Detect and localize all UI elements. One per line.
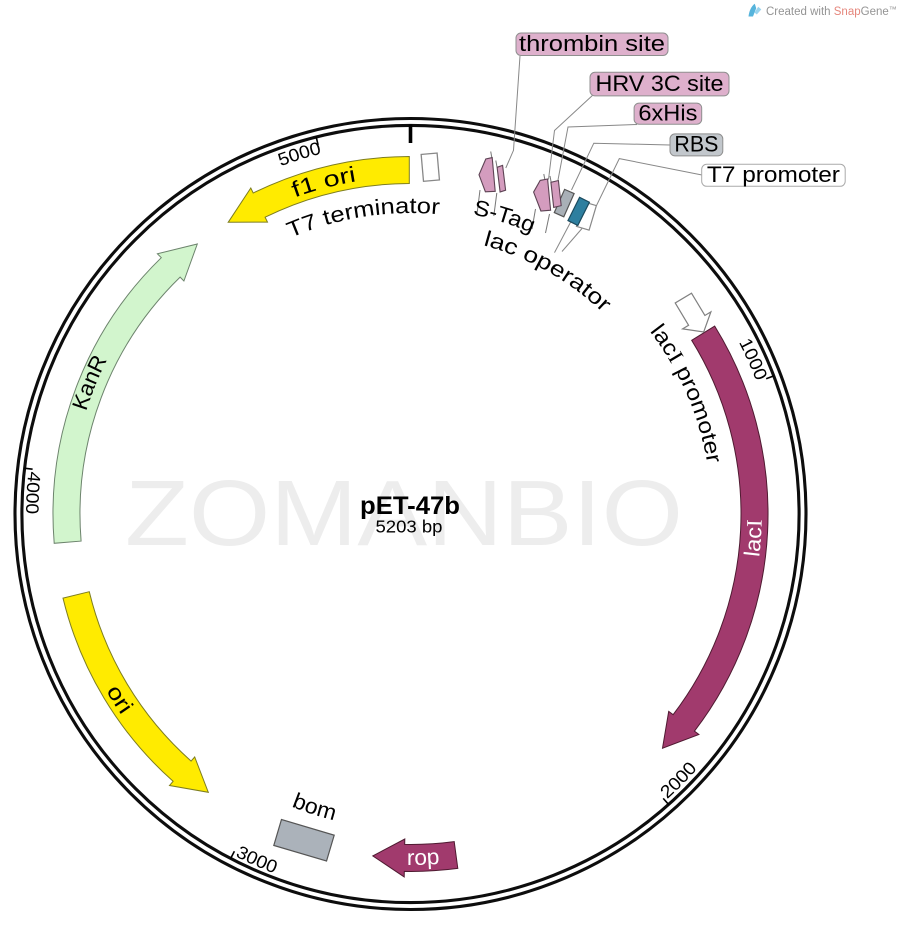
svg-text:RBS: RBS [674, 132, 718, 157]
svg-text:ZOMANBIO: ZOMANBIO [125, 461, 683, 565]
svg-text:thrombin site: thrombin site [519, 31, 665, 56]
svg-text:HRV 3C site: HRV 3C site [596, 71, 724, 96]
svg-text:4000: 4000 [22, 471, 44, 515]
svg-text:5203 bp: 5203 bp [376, 517, 443, 537]
svg-text:rop: rop [407, 844, 440, 870]
svg-text:pET-47b: pET-47b [360, 492, 460, 520]
svg-text:T7 promoter: T7 promoter [707, 162, 840, 187]
svg-text:6xHis: 6xHis [638, 100, 697, 125]
svg-text:lacI: lacI [739, 519, 767, 558]
svg-text:Created with SnapGene™: Created with SnapGene™ [766, 5, 897, 18]
